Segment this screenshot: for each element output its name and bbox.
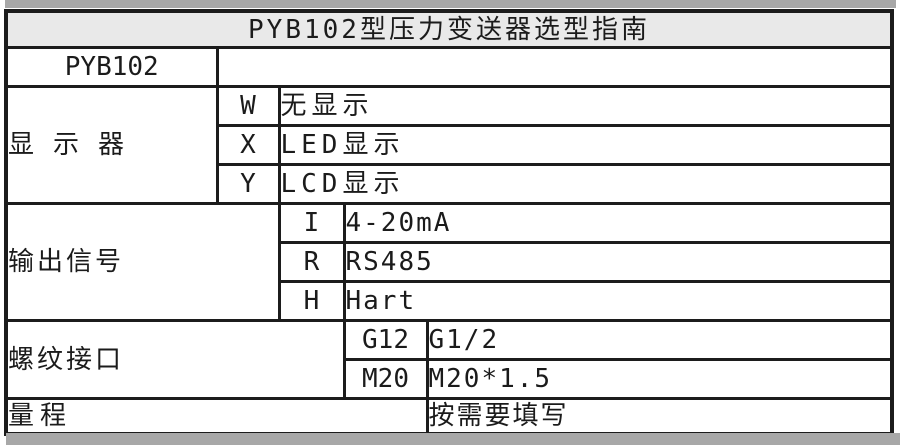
display-option-row: Y LCD显示: [6, 163, 894, 205]
output-option-row: H Hart: [6, 280, 894, 322]
option-desc: Hart: [342, 280, 894, 322]
option-code: Y: [215, 163, 281, 205]
option-code: H: [277, 280, 346, 322]
option-desc: 无显示: [277, 85, 894, 127]
range-label: 量程: [4, 397, 429, 436]
range-value: 按需要填写: [425, 397, 894, 436]
thread-option-row: 螺纹接口 G12 G1/2: [4, 319, 894, 400]
option-code: M20: [342, 358, 429, 400]
option-desc: RS485: [342, 241, 894, 283]
option-code: R: [277, 241, 346, 283]
top-gray-bar: [5, 0, 896, 8]
option-code: I: [277, 202, 346, 244]
table-title: PYB102型压力变送器选型指南: [4, 9, 894, 49]
option-code: W: [215, 85, 281, 127]
thread-option-row: M20 M20*1.5: [6, 358, 894, 400]
option-code: X: [215, 124, 281, 166]
output-option-row: 输出信号 I 4-20mA: [4, 202, 894, 322]
group-label-output-signal: 输出信号: [4, 202, 281, 322]
bottom-gray-bar: [6, 433, 900, 445]
option-desc: 4-20mA: [342, 202, 894, 244]
group-label-thread-interface: 螺纹接口: [4, 319, 346, 400]
display-option-row: 显示器 W 无显示: [4, 85, 894, 205]
model-code-cell: PYB102: [4, 46, 219, 88]
display-option-row: X LED显示: [6, 124, 894, 166]
model-empty-cell: [215, 46, 894, 88]
model-row: PYB102: [4, 46, 894, 88]
option-desc: LED显示: [277, 124, 894, 166]
option-desc: LCD显示: [277, 163, 894, 205]
group-label-display: 显示器: [4, 85, 219, 205]
title-row: PYB102型压力变送器选型指南: [4, 9, 894, 49]
option-code: G12: [342, 319, 429, 361]
output-option-row: R RS485: [6, 241, 894, 283]
selection-guide-table: PYB102型压力变送器选型指南 PYB102 显示器 W 无显示 X LED显…: [4, 9, 894, 436]
option-desc: M20*1.5: [425, 358, 894, 400]
range-row: 量程 按需要填写: [4, 397, 894, 436]
option-desc: G1/2: [425, 319, 894, 361]
